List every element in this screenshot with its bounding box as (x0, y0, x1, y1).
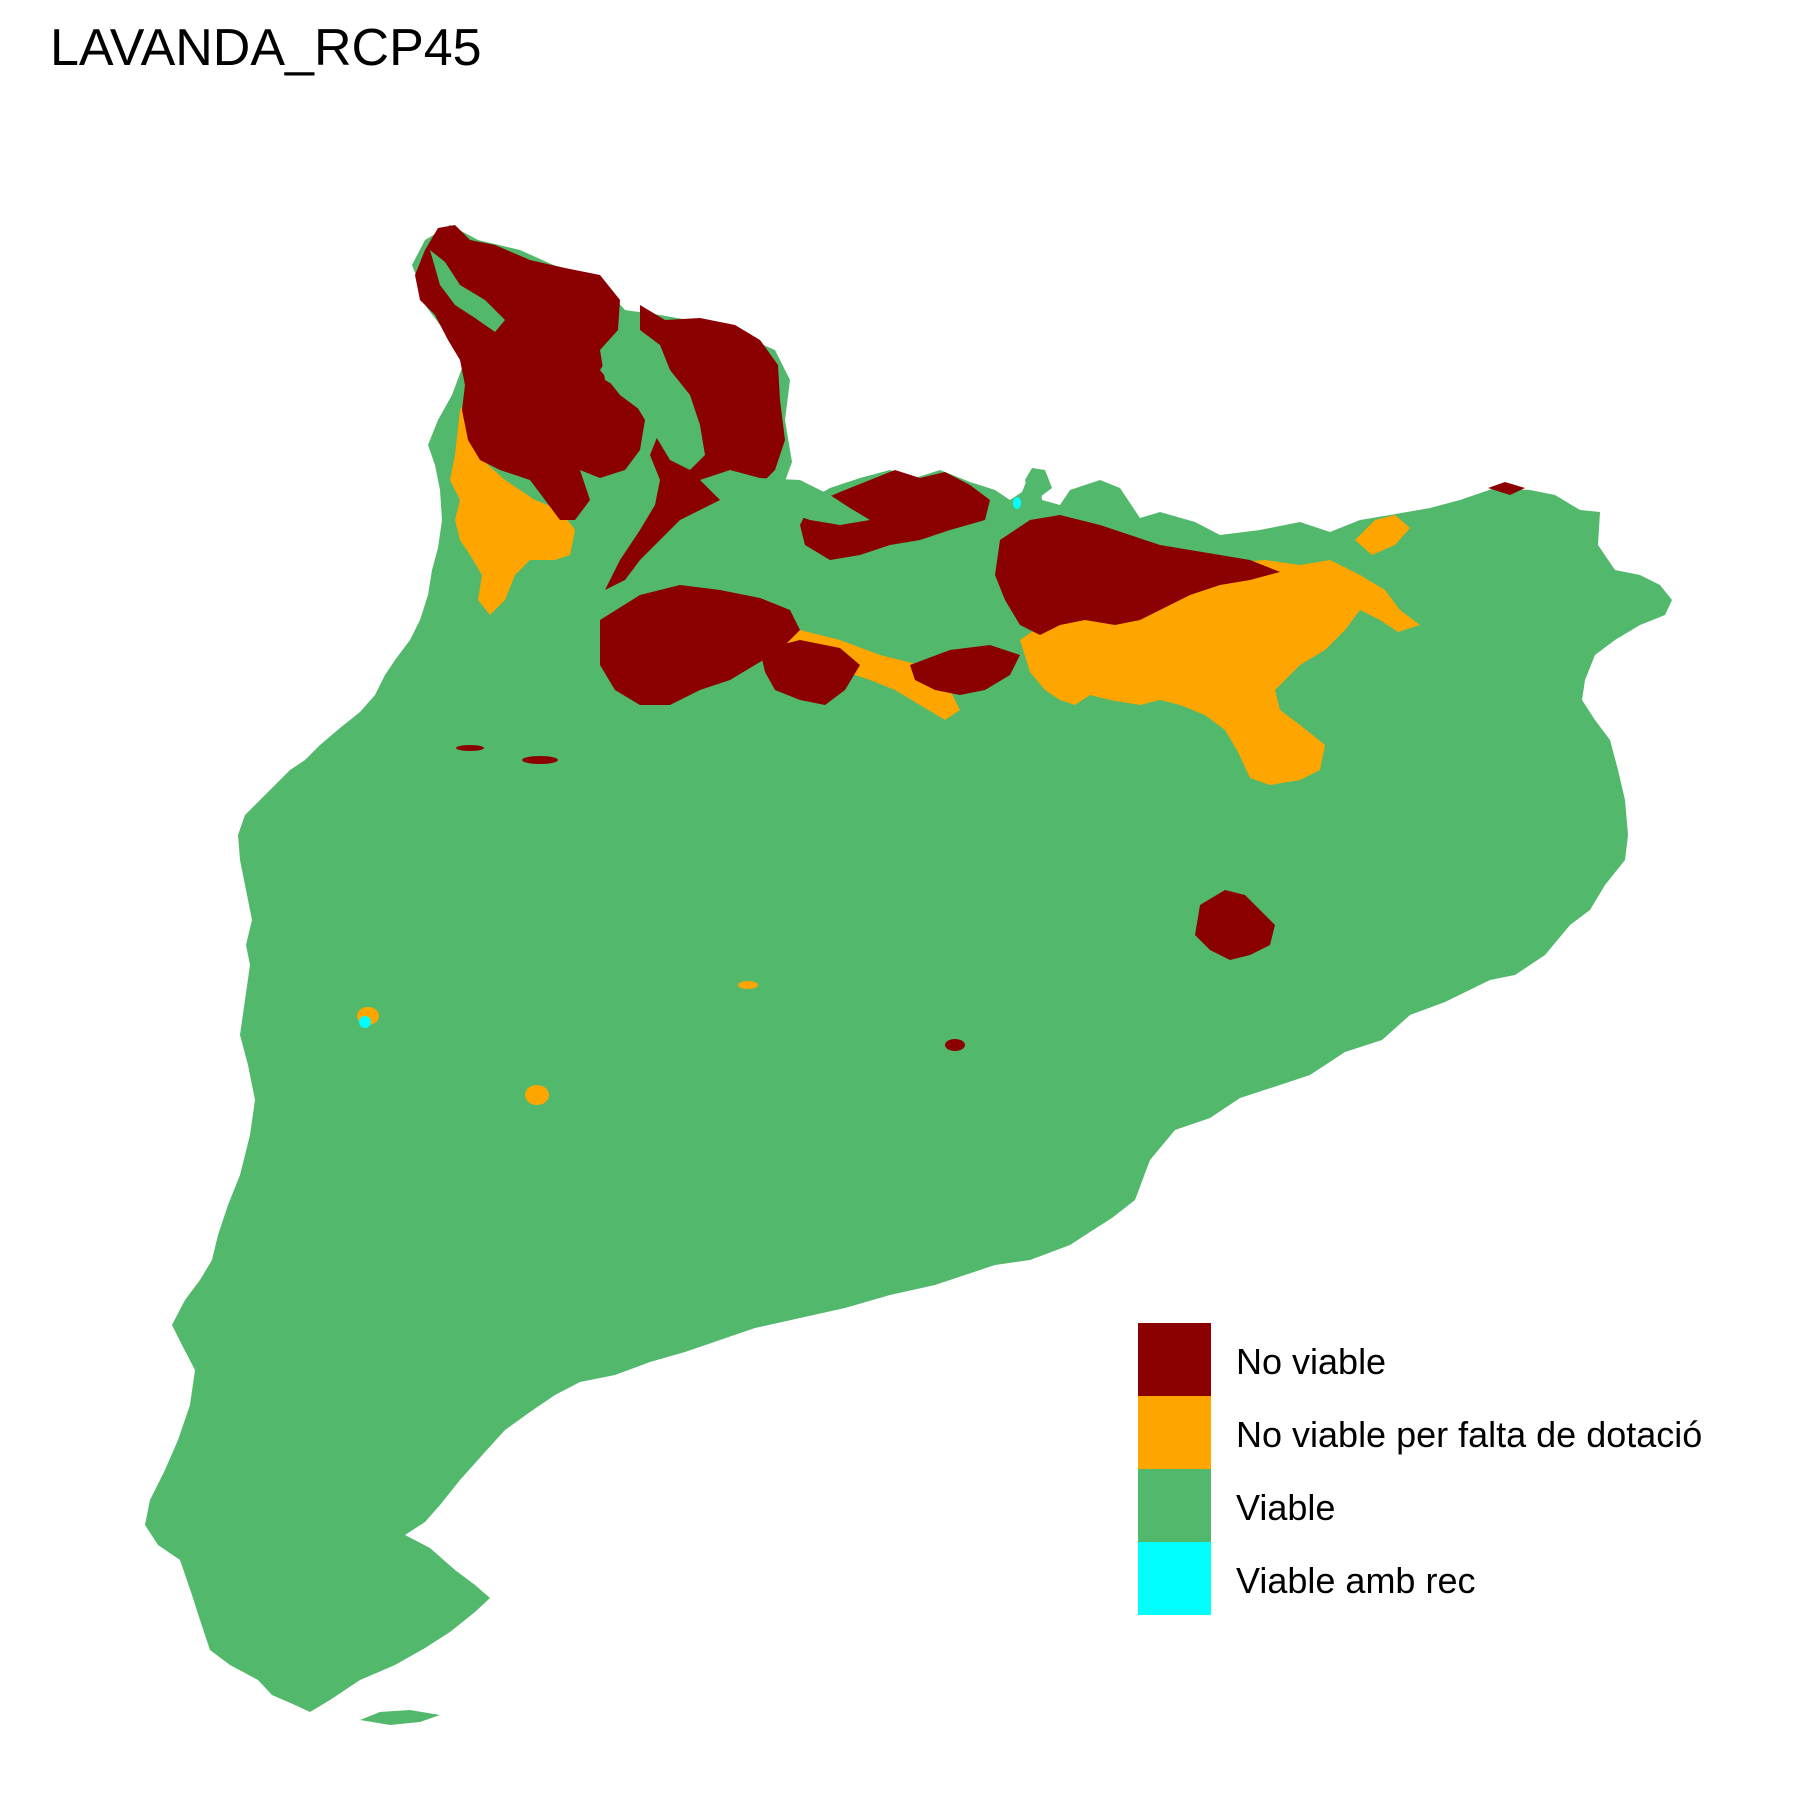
region-no-viable-ridges-2 (760, 640, 860, 705)
legend-swatch-no-viable (1138, 1323, 1211, 1396)
region-viable (145, 225, 1672, 1712)
region-viable-valley-3 (700, 470, 870, 525)
spot-viable-amb-rec-2 (1013, 497, 1021, 509)
region-no-viable-south-ridges (600, 585, 800, 705)
region-no-viable-dotacio-west (450, 390, 575, 615)
region-viable-ebro-spit (360, 1710, 440, 1725)
spot-viable-amb-rec-1 (359, 1016, 371, 1028)
legend-swatch-no-viable-dotacio (1138, 1396, 1211, 1469)
legend-label: No viable (1236, 1341, 1387, 1382)
legend-swatch-viable-amb-rec (1138, 1542, 1211, 1615)
spot-no-viable-dotacio-1 (525, 1085, 549, 1105)
spot-no-viable-3 (456, 745, 484, 751)
region-viable-islet (1025, 468, 1052, 497)
legend-swatch-viable (1138, 1469, 1211, 1542)
region-no-viable-cerdanya (995, 515, 1280, 635)
region-no-viable-dotacio-ne (1355, 515, 1410, 555)
region-no-viable-montseny (1195, 890, 1275, 960)
legend-label: Viable amb rec (1236, 1560, 1476, 1601)
region-no-viable-ridges-3 (910, 645, 1020, 695)
map-title: LAVANDA_RCP45 (50, 19, 482, 77)
region-viable-valley-2 (430, 250, 505, 332)
region-no-viable-pyrenees-east (800, 470, 990, 560)
region-no-viable-ne-corner (1488, 482, 1525, 495)
spot-no-viable-2 (945, 1039, 965, 1051)
spot-no-viable-1 (522, 756, 558, 764)
spot-no-viable-dotacio-3 (738, 981, 758, 989)
legend-label: No viable per falta de dotació (1236, 1414, 1703, 1455)
region-viable-valley-1 (600, 330, 705, 470)
legend-label: Viable (1236, 1487, 1336, 1528)
